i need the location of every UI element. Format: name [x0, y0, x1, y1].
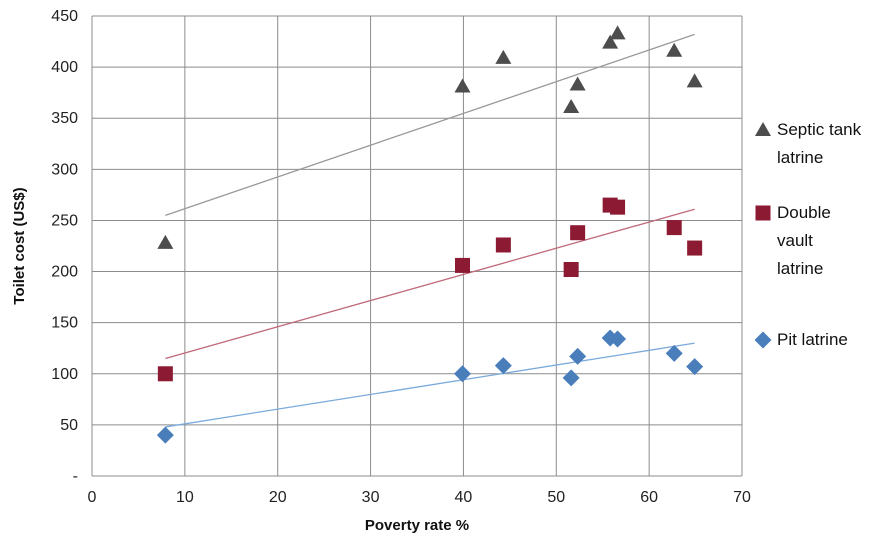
legend-label: latrine — [777, 259, 823, 278]
trendline — [165, 342, 695, 428]
legend-marker — [755, 122, 771, 136]
data-point — [609, 25, 626, 40]
data-point — [666, 42, 683, 57]
data-point — [563, 262, 579, 278]
data-point — [666, 220, 682, 236]
data-point — [687, 240, 703, 256]
data-point — [495, 237, 511, 253]
legend-marker — [754, 331, 772, 349]
y-tick-label: 400 — [51, 59, 78, 76]
data-point — [157, 234, 174, 249]
y-tick-labels: - 50 100 150 200 250 300 350 400 450 — [51, 8, 78, 485]
data-points — [156, 25, 704, 444]
legend-label: vault — [777, 231, 813, 250]
y-tick-label: 100 — [51, 366, 78, 383]
data-point — [569, 76, 586, 91]
y-tick-label: 350 — [51, 110, 78, 127]
data-point — [602, 34, 619, 49]
legend-label: latrine — [777, 148, 823, 167]
y-tick-label: 250 — [51, 212, 78, 229]
y-tick-label: 200 — [51, 264, 78, 281]
data-point — [157, 366, 173, 382]
x-tick-label: 70 — [733, 489, 751, 506]
legend-label: Septic tank — [777, 120, 862, 139]
y-tick-label: 300 — [51, 161, 78, 178]
data-point — [454, 365, 471, 383]
x-tick-labels: 0 10 20 30 40 50 60 70 — [88, 489, 751, 506]
legend: Septic tank latrine Double vault latrine Pit … — [754, 120, 862, 349]
data-point — [156, 426, 174, 444]
data-point — [562, 369, 580, 387]
y-tick-label: 50 — [60, 417, 78, 434]
data-point — [609, 330, 627, 348]
data-point — [686, 358, 704, 376]
y-tick-label: - — [73, 468, 78, 485]
gridlines — [91, 15, 743, 477]
data-point — [455, 257, 470, 273]
x-tick-label: 30 — [362, 489, 380, 506]
data-point — [495, 49, 512, 64]
data-point — [494, 357, 512, 375]
trendline — [165, 208, 695, 360]
y-axis-title: Toilet cost (US$) — [11, 187, 28, 304]
y-tick-label: 150 — [51, 315, 78, 332]
x-tick-label: 40 — [455, 489, 473, 506]
data-point — [686, 73, 703, 88]
data-point — [563, 98, 580, 113]
data-point — [570, 225, 586, 241]
x-axis-title: Poverty rate % — [365, 517, 469, 534]
legend-marker — [755, 205, 771, 221]
data-point — [665, 344, 683, 362]
data-point — [454, 78, 471, 93]
trendlines — [165, 33, 695, 428]
legend-label: Pit latrine — [777, 330, 848, 349]
trendline — [165, 33, 695, 216]
y-tick-label: 450 — [51, 8, 78, 25]
x-tick-label: 0 — [88, 489, 97, 506]
data-point — [610, 199, 626, 215]
legend-label: Double — [777, 203, 831, 222]
x-tick-label: 50 — [547, 489, 565, 506]
x-tick-label: 20 — [269, 489, 287, 506]
data-point — [569, 347, 587, 365]
x-tick-label: 10 — [176, 489, 194, 506]
x-tick-label: 60 — [640, 489, 658, 506]
